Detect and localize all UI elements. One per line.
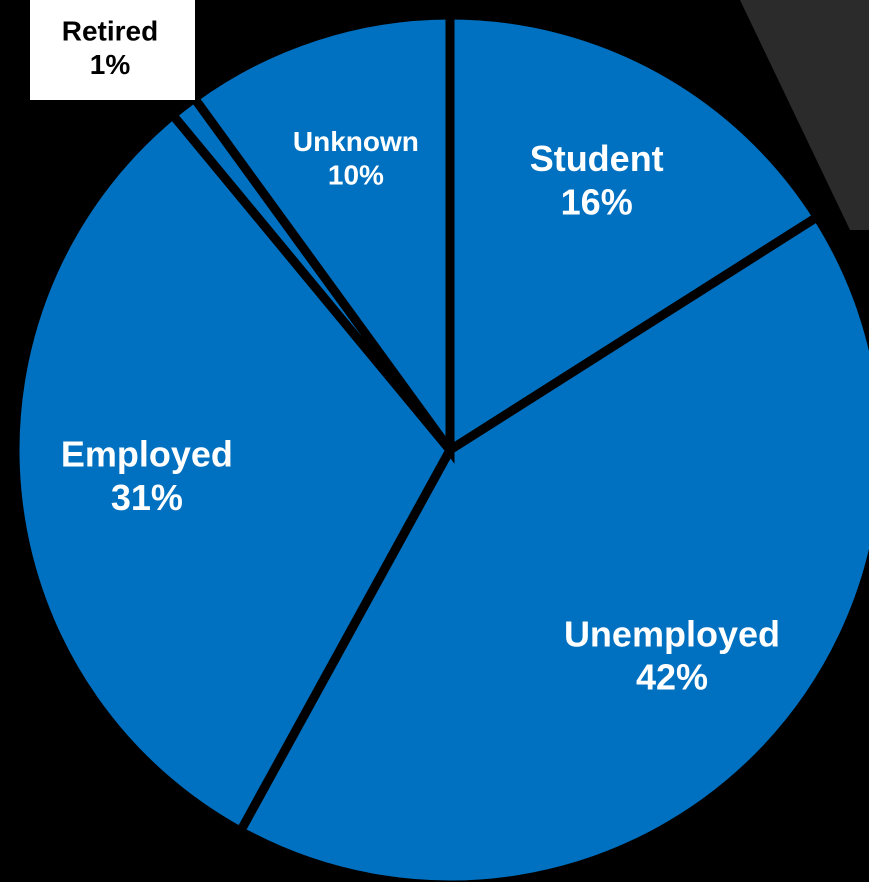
slice-value-label: 1% [90,49,131,80]
slice-value-label: 10% [328,160,384,191]
slice-label: Unemployed [564,613,780,654]
slice-label: Retired [62,16,158,47]
slice-label: Unknown [293,126,419,157]
slice-value-label: 16% [561,181,633,222]
slice-value-label: 42% [636,657,708,698]
chart: Student16% Unemployed42% Employed31% Retire… [0,0,869,882]
page: Student16% Unemployed42% Employed31% Retire… [0,0,869,882]
slice-value-label: 31% [111,477,183,518]
slice-label: Employed [61,434,233,475]
slice-label: Student [530,138,664,179]
